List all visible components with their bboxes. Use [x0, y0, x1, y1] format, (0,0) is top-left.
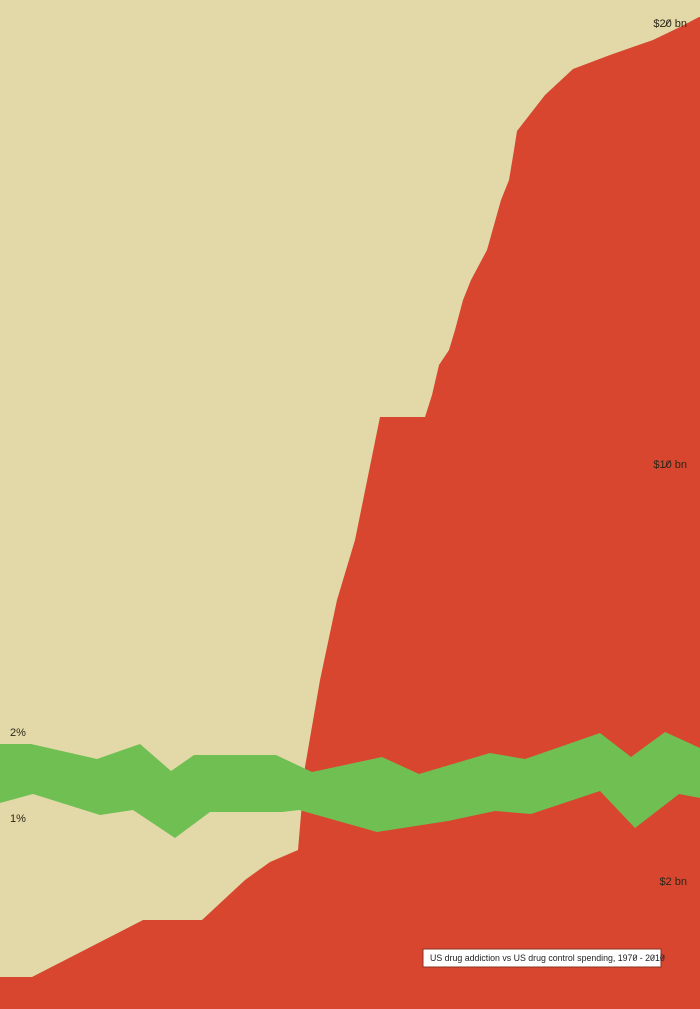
svg-text:US drug addiction vs US drug c: US drug addiction vs US drug control spe…	[430, 953, 665, 963]
svg-text:1%: 1%	[10, 813, 26, 825]
svg-text:$2 bn: $2 bn	[659, 876, 687, 888]
svg-text:2%: 2%	[10, 727, 26, 739]
